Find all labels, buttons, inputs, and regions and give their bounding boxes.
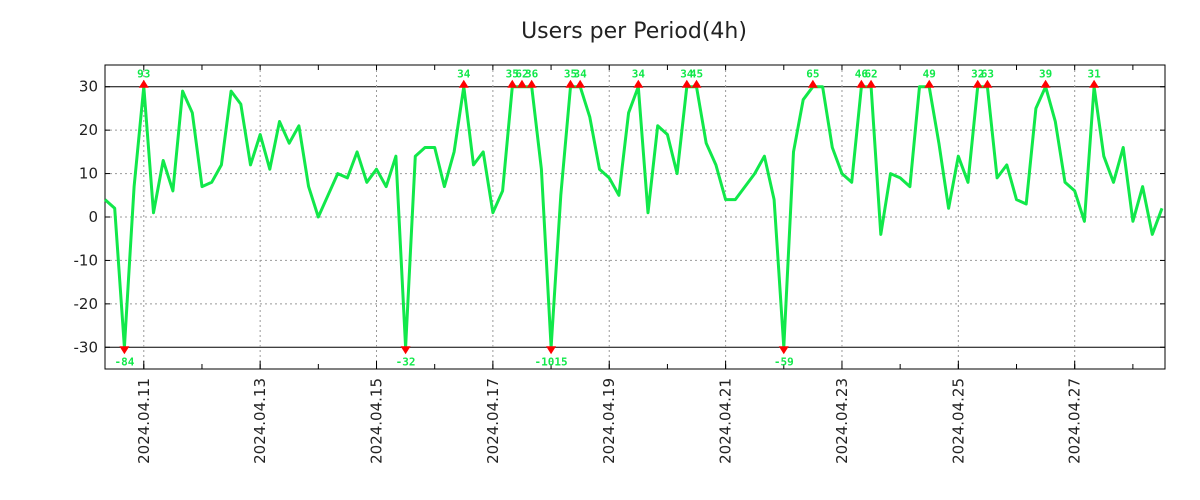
clip-up-marker — [807, 79, 818, 88]
clip-value-label: 93 — [137, 68, 150, 81]
x-tick-label: 2024.04.17 — [484, 378, 502, 464]
clip-up-marker — [982, 79, 993, 88]
clip-value-label: 35 — [564, 68, 577, 81]
clip-value-label: -59 — [774, 355, 794, 368]
clip-value-label: 49 — [923, 68, 936, 81]
clip-up-marker — [681, 79, 692, 88]
clip-value-label: 62 — [864, 68, 877, 81]
clip-up-marker — [516, 79, 527, 88]
clip-up-marker — [138, 79, 149, 88]
grid — [105, 65, 1165, 369]
x-tick-label: 2024.04.13 — [251, 378, 269, 464]
clip-up-marker — [972, 79, 983, 88]
clip-down-marker — [778, 346, 789, 355]
clip-up-marker — [1040, 79, 1051, 88]
y-tick-label: -20 — [74, 295, 99, 313]
y-tick-label: -30 — [74, 338, 99, 356]
x-tick-label: 2024.04.11 — [135, 378, 153, 464]
clip-down-marker — [119, 346, 130, 355]
clip-up-marker — [856, 79, 867, 88]
chart-title: Users per Period(4h) — [521, 19, 747, 44]
axes: 30 20 10 0 -10 -20 -30 2024.04.11 2024.04.13 2024… — [74, 64, 1166, 464]
plot-frame — [104, 64, 1166, 370]
x-tick-label: 2024.04.19 — [600, 378, 618, 464]
clip-value-label: 35 — [506, 68, 519, 81]
clip-up-marker — [575, 79, 586, 88]
clip-up-marker — [565, 79, 576, 88]
clip-value-label: 32 — [971, 68, 984, 81]
clip-up-marker — [924, 79, 935, 88]
y-tick-label: 0 — [88, 208, 98, 226]
clip-value-label: 34 — [632, 68, 646, 81]
clip-value-label: 39 — [1039, 68, 1052, 81]
series-line-users — [103, 85, 1164, 349]
clip-value-label: 46 — [855, 68, 869, 81]
clip-up-marker — [1089, 79, 1100, 88]
y-tick-label: -10 — [74, 251, 99, 269]
clip-value-label: 62 — [515, 68, 528, 81]
clip-up-marker — [866, 79, 877, 88]
clip-value-label: 34 — [574, 68, 588, 81]
x-tick-label: 2024.04.15 — [368, 378, 386, 464]
clip-value-label: -84 — [114, 355, 134, 368]
clip-down-marker — [400, 346, 411, 355]
clip-value-label: 31 — [1087, 68, 1101, 81]
clip-value-label: -32 — [396, 355, 416, 368]
clip-value-label: -1015 — [534, 355, 567, 368]
y-tick-label: 20 — [79, 121, 98, 139]
x-tick-label: 2024.04.27 — [1066, 378, 1084, 464]
clip-down-marker — [546, 346, 557, 355]
clip-up-marker — [526, 79, 537, 88]
x-tick-label: 2024.04.23 — [833, 378, 851, 464]
series-users — [103, 85, 1164, 349]
clip-up-marker — [507, 79, 518, 88]
x-tick-label: 2024.04.21 — [717, 378, 735, 464]
clip-up-marker — [633, 79, 644, 88]
clip-value-label: 63 — [981, 68, 994, 81]
x-tick-label: 2024.04.25 — [949, 378, 967, 464]
y-tick-label: 30 — [79, 78, 98, 96]
clip-value-label: 45 — [690, 68, 703, 81]
y-tick-label: 10 — [79, 165, 98, 183]
clip-value-label: 34 — [680, 68, 694, 81]
clip-value-label: 36 — [525, 68, 539, 81]
clip-value-label: 34 — [457, 68, 471, 81]
clip-up-marker — [691, 79, 702, 88]
clip-value-label: 65 — [806, 68, 819, 81]
clip-up-marker — [458, 79, 469, 88]
